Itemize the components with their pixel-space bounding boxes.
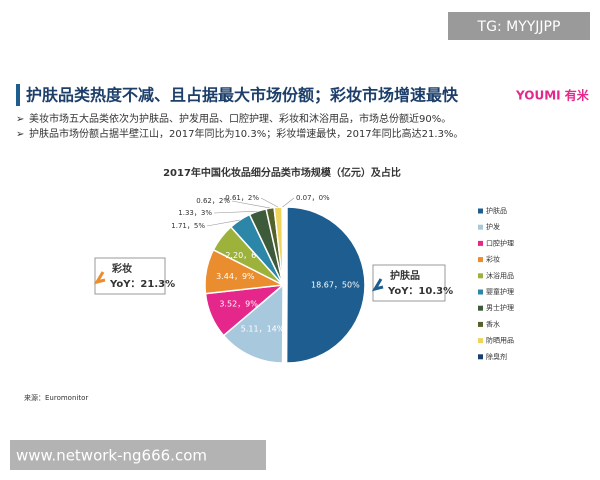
- bullet-mark: ➢: [16, 114, 24, 125]
- bullet: 护肤品市场份额占据半壁江山，2017年同比为10.3%；彩妆增速最快，2017年…: [29, 127, 463, 140]
- slide-title: 护肤品类热度不减、且占据最大市场份额；彩妆市场增速最快: [26, 86, 459, 105]
- chart-title: 2017年中国化妆品细分品类市场规模（亿元）及占比: [163, 166, 401, 179]
- callout-title: 彩妆: [111, 262, 132, 275]
- callout-box: [94, 257, 166, 295]
- callout-title: 护肤品: [390, 269, 420, 282]
- legend-swatch: [478, 240, 483, 246]
- leader-line: [282, 197, 295, 208]
- callout: 护肤品 YoY：10.3%: [371, 264, 453, 302]
- bullet-mark: ➢: [16, 129, 24, 140]
- value-label: 18.67，50%: [311, 281, 360, 290]
- callout-text: YoY：10.3%: [387, 286, 453, 297]
- value-label: 2.20，6%: [225, 251, 264, 260]
- value-label: 3.44，9%: [216, 272, 255, 281]
- watermark-top: TG: MYYJJPP: [477, 19, 561, 35]
- legend-swatch: [478, 321, 483, 327]
- legend-swatch: [478, 224, 483, 230]
- leader-line: [213, 210, 258, 214]
- leader-line: [206, 219, 240, 227]
- watermark-box: [10, 440, 266, 470]
- bullet: 美妆市场五大品类依次为护肤品、护发用品、口腔护理、彩妆和沐浴用品，市场总份额近9…: [29, 112, 451, 125]
- callout: 彩妆 YoY：21.3%: [93, 257, 175, 295]
- legend-label: 香水: [486, 319, 500, 328]
- legend-label: 婴童护理: [486, 287, 514, 296]
- legend-label: 护肤品: [486, 206, 507, 215]
- legend-label: 防晒用品: [486, 336, 514, 345]
- legend-swatch: [478, 338, 483, 344]
- title-bar: [16, 84, 20, 106]
- pie-slice: [222, 283, 284, 364]
- legend-label: 男士护理: [486, 303, 514, 312]
- watermark-bottom: www.network-ng666.com: [16, 447, 207, 465]
- value-label: 3.52，9%: [219, 300, 258, 309]
- callout-box: [372, 264, 446, 302]
- callout-text: YoY：21.3%: [109, 279, 175, 290]
- watermark-box: [448, 12, 590, 40]
- value-label: 0.62，2%: [196, 197, 230, 205]
- value-label: 0.61，2%: [225, 194, 259, 202]
- source: 来源：Euromonitor: [24, 393, 88, 402]
- value-label: 1.33，3%: [178, 209, 212, 217]
- callout-arrow: [93, 271, 106, 285]
- value-label: 5.11，14%: [241, 324, 285, 333]
- leader-line: [231, 200, 271, 209]
- logo: YOUMI 有米: [515, 88, 590, 103]
- value-label: 1.71，5%: [171, 222, 205, 230]
- legend-label: 沐浴用品: [486, 271, 514, 280]
- legend-label: 彩妆: [486, 255, 500, 264]
- legend-swatch: [478, 257, 483, 263]
- legend-swatch: [478, 289, 483, 295]
- leader-line: [260, 197, 279, 208]
- legend-label: 除臭剂: [486, 352, 507, 361]
- legend-swatch: [478, 273, 483, 279]
- legend-label: 护发: [486, 222, 500, 231]
- legend-label: 口腔护理: [486, 238, 514, 247]
- legend-swatch: [478, 305, 483, 311]
- callout-arrow: [371, 278, 384, 292]
- legend-swatch: [478, 354, 483, 360]
- value-label: 0.07，0%: [296, 194, 330, 202]
- pie-slice: [285, 206, 366, 364]
- pie-slice: [281, 206, 284, 286]
- legend-swatch: [478, 208, 483, 214]
